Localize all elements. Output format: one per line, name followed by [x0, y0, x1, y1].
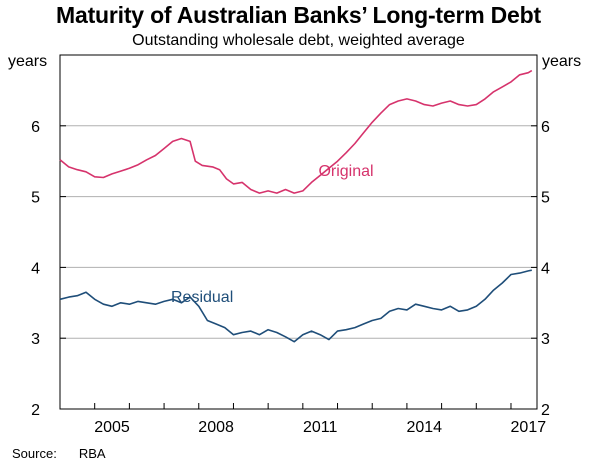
- y-tick-label-right: 3: [541, 331, 550, 348]
- y-axis-unit-right: years: [542, 53, 582, 70]
- chart-title: Maturity of Australian Banks’ Long-term …: [56, 2, 541, 28]
- y-tick-label-left: 3: [31, 331, 40, 348]
- y-tick-label-right: 2: [541, 402, 550, 419]
- x-tick-label: 2014: [406, 419, 442, 436]
- source-note: Source: RBA: [12, 446, 106, 461]
- y-tick-label-left: 4: [31, 260, 40, 277]
- series-line-original: [59, 69, 533, 194]
- series-label-residual: Residual: [171, 289, 233, 306]
- series-line-residual: [59, 269, 532, 343]
- y-tick-label-left: 2: [31, 402, 40, 419]
- source-label: Source:: [12, 446, 57, 461]
- y-tick-label-left: 5: [31, 190, 40, 207]
- y-tick-label-left: 6: [31, 119, 40, 136]
- y-tick-label-right: 4: [541, 260, 550, 277]
- series-label-original: Original: [318, 163, 373, 180]
- x-tick-label: 2005: [94, 419, 130, 436]
- x-tick-label: 2008: [198, 419, 234, 436]
- x-tick-label: 2017: [511, 419, 547, 436]
- y-tick-label-right: 5: [541, 190, 550, 207]
- chart-subtitle: Outstanding wholesale debt, weighted ave…: [132, 32, 465, 49]
- x-tick-label: 2011: [303, 419, 338, 436]
- y-axis-unit-left: years: [8, 53, 48, 70]
- y-tick-label-right: 6: [541, 119, 550, 136]
- source-value: RBA: [78, 446, 106, 461]
- plot-frame: [59, 54, 538, 410]
